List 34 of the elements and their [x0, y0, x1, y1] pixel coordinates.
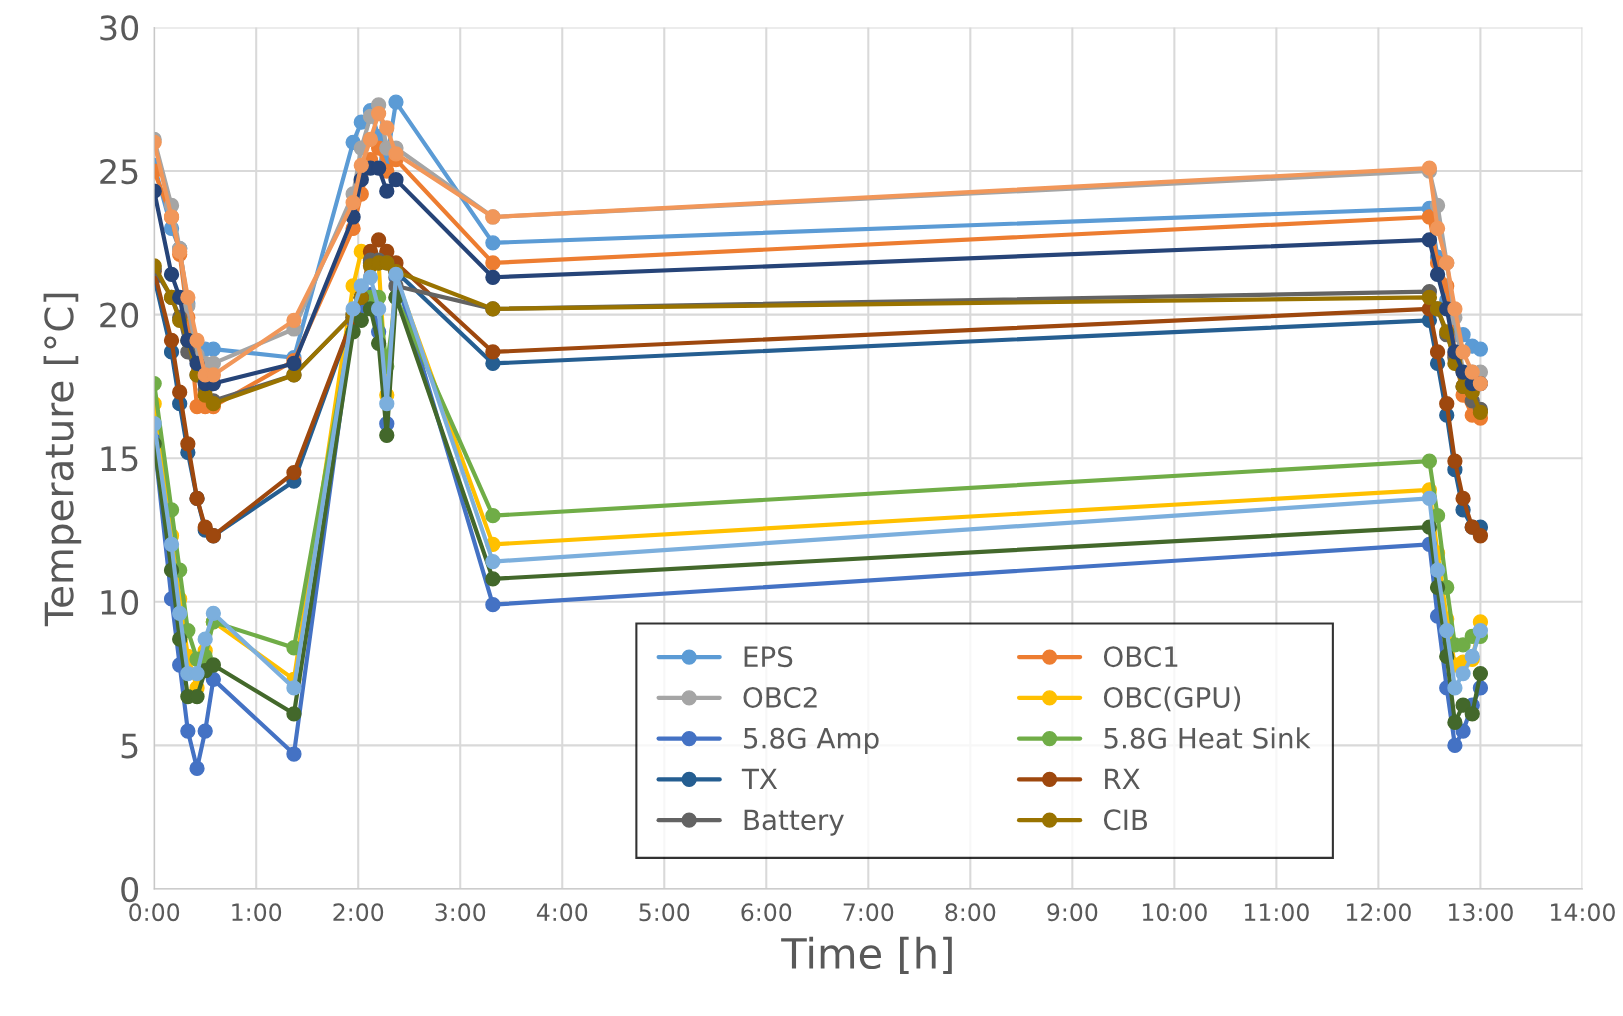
x-tick-label: 10:00 [1142, 903, 1207, 922]
legend-label: EPS [744, 646, 793, 668]
y-tick-label: 5 [121, 733, 138, 759]
x-tick-label: 9:00 [1047, 903, 1098, 922]
x-tick-label: 8:00 [945, 903, 996, 922]
legend-label: CIB [1103, 809, 1148, 831]
x-tick-label: 2:00 [333, 903, 384, 922]
legend-label: OBC(GPU) [1103, 686, 1241, 712]
legend-label: Battery [744, 809, 844, 836]
x-tick-label: 5:00 [639, 903, 690, 922]
x-tick-label: 6:00 [741, 903, 792, 922]
y-tick-label: 15 [101, 446, 138, 472]
x-tick-label: 4:00 [536, 903, 588, 922]
x-tick-label: 13:00 [1448, 903, 1513, 922]
legend-label: 5.8G Heat Sink [1104, 727, 1311, 749]
x-tick-label: 3:00 [435, 903, 486, 922]
x-tick-label: 14:00 [1551, 903, 1615, 922]
legend-label: RX [1105, 768, 1140, 790]
x-tick-label: 11:00 [1244, 903, 1309, 922]
legend-label: 5.8G Amp [744, 727, 879, 755]
x-axis-title: Time [h] [781, 936, 952, 975]
y-tick-label: 20 [100, 302, 139, 328]
x-tick-label: 12:00 [1346, 903, 1411, 922]
x-tick-label: 7:00 [843, 903, 894, 922]
x-tick-label: 0:00 [129, 903, 180, 922]
y-tick-label: 10 [101, 589, 139, 615]
y-tick-label: 25 [100, 158, 138, 185]
legend-label: OBC1 [1103, 646, 1178, 668]
y-tick-label: 0 [121, 876, 139, 903]
y-tick-label: 30 [100, 15, 139, 41]
legend-label: OBC2 [743, 686, 817, 708]
x-tick-label: 1:00 [232, 903, 282, 922]
y-axis-title: Temperature [°C] [43, 293, 82, 627]
legend-label: TX [741, 768, 778, 790]
